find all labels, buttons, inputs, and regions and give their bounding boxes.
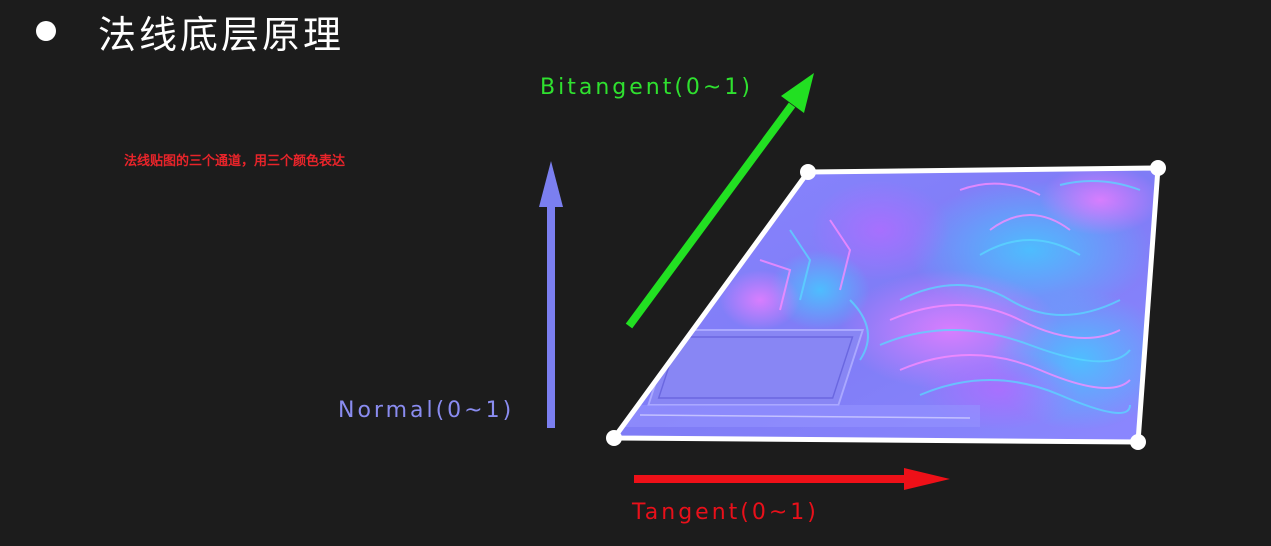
tangent-arrow [634, 468, 950, 490]
corner-dot [1150, 160, 1166, 176]
normal-map-plane [600, 160, 1170, 450]
normal-label: Normal(0~1) [338, 398, 514, 423]
corner-dot [606, 430, 622, 446]
corner-dot [1130, 434, 1146, 450]
tangent-label: Tangent(0~1) [632, 500, 819, 525]
normal-map-texture [600, 160, 1170, 450]
bitangent-label: Bitangent(0~1) [540, 75, 753, 100]
corner-dot [800, 164, 816, 180]
normal-arrow [539, 161, 563, 428]
